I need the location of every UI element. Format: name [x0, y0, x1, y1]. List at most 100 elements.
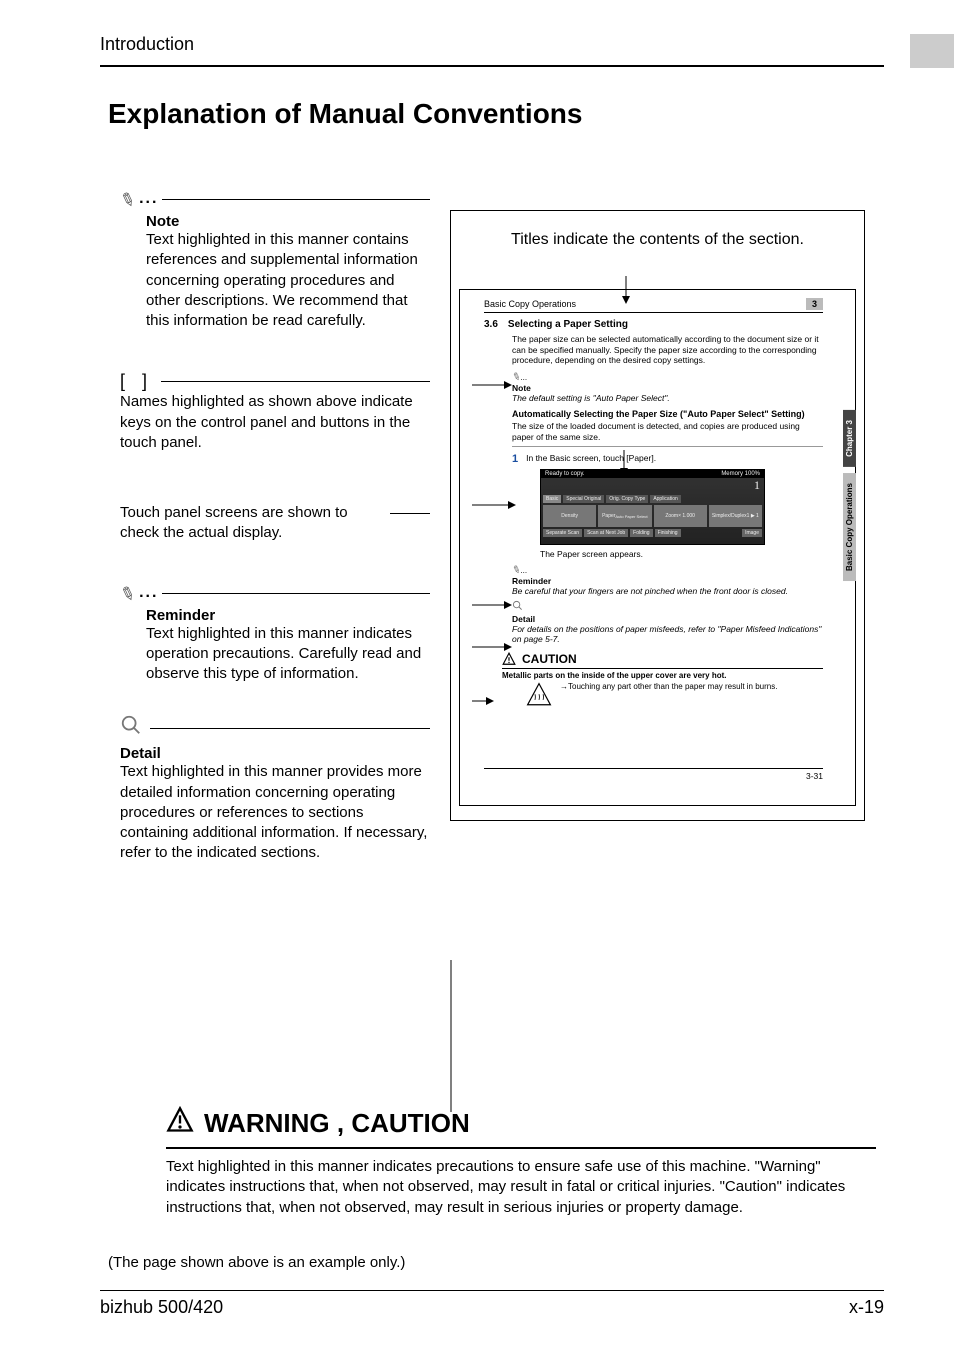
warning-title: WARNING , CAUTION — [204, 1108, 470, 1139]
touch-panel-screen: Ready to copy. Memory 100% 1 Basic Speci… — [540, 469, 765, 545]
sample-caution-head: CAUTION — [502, 652, 823, 666]
screen-ready: Ready to copy. — [545, 471, 585, 477]
left-column: ✎ ... Note Text highlighted in this mann… — [120, 190, 430, 888]
sample-caption: Titles indicate the contents of the sect… — [451, 211, 864, 289]
screen-btn: Finishing — [655, 529, 681, 537]
ellipsis-icon: ... — [139, 584, 158, 602]
step-number: 1 — [512, 453, 518, 465]
right-arrow-icon — [472, 600, 512, 610]
sample-caution-sub: Metallic parts on the inside of the uppe… — [502, 671, 823, 680]
sample-step: 1 In the Basic screen, touch [Paper]. — [512, 453, 823, 465]
side-tab-chapter: Chapter 3 — [843, 410, 856, 467]
sample-after-screen: The Paper screen appears. — [540, 549, 823, 559]
side-tab-section: Basic Copy Operations — [843, 473, 856, 581]
screen-tabs: Basic Special Original Orig. Copy Type A… — [541, 493, 764, 505]
step-text: In the Basic screen, touch [Paper]. — [526, 453, 656, 463]
detail-text: Text highlighted in this manner provides… — [120, 762, 430, 863]
screen-bottom-row: Separate Scan Scan at Next Job Folding F… — [541, 527, 764, 539]
sample-note-text: The default setting is "Auto Paper Selec… — [512, 393, 823, 403]
brackets-block: [ ] Names highlighted as shown above ind… — [120, 371, 430, 453]
hot-surface-icon — [526, 682, 552, 708]
sample-section-title: Selecting a Paper Setting — [508, 319, 628, 330]
note-block: ✎ ... Note Text highlighted in this mann… — [120, 190, 430, 331]
note-icon: ✎ — [117, 188, 138, 213]
screen-btn: Separate Scan — [543, 529, 582, 537]
screen-col: PaperAuto Paper Select — [598, 505, 651, 527]
touch-block: Touch panel screens are shown to check t… — [120, 503, 430, 544]
connector-line — [390, 513, 430, 514]
sample-detail: Detail For details on the positions of p… — [512, 600, 823, 644]
connector-line — [150, 728, 430, 729]
screen-btn: Scan at Next Job — [584, 529, 628, 537]
footer-right: x-19 — [849, 1297, 884, 1318]
note-label: Note — [146, 213, 430, 230]
right-arrow-icon — [472, 642, 512, 652]
running-head: Introduction — [100, 34, 884, 55]
example-note: (The page shown above is an example only… — [108, 1254, 405, 1271]
detail-block: Detail Text highlighted in this manner p… — [120, 714, 430, 863]
ellipsis-icon: ... — [139, 190, 158, 208]
thumb-tab — [910, 34, 954, 68]
right-arrow-icon — [472, 380, 512, 390]
warning-triangle-icon — [502, 652, 516, 666]
screen-tab: Basic — [543, 495, 561, 503]
screen-count: 1 — [754, 478, 760, 492]
sample-header-left: Basic Copy Operations — [484, 299, 576, 309]
side-tabs: Chapter 3 Basic Copy Operations — [843, 410, 856, 581]
sample-note: ✎... Note The default setting is "Auto P… — [512, 372, 823, 403]
screen-tab: Orig. Copy Type — [606, 495, 648, 503]
right-arrow-icon — [472, 500, 516, 510]
warning-caution-block: WARNING , CAUTION Text highlighted in th… — [166, 1106, 876, 1218]
warning-body: Text highlighted in this manner indicate… — [166, 1157, 876, 1218]
divider — [166, 1147, 876, 1149]
touch-text: Touch panel screens are shown to check t… — [120, 503, 386, 544]
sample-header-num: 3 — [806, 298, 823, 310]
page-footer: bizhub 500/420 x-19 — [100, 1290, 884, 1318]
warning-heading: WARNING , CAUTION — [166, 1106, 876, 1141]
connector-line — [162, 593, 430, 594]
screen-tab: Special Original — [563, 495, 604, 503]
sample-section-line: 3.6 Selecting a Paper Setting — [484, 319, 823, 330]
reminder-block: ✎ ... Reminder Text highlighted in this … — [120, 584, 430, 685]
magnifier-icon — [512, 600, 523, 614]
screen-columns: Density PaperAuto Paper Select Zoom× 1.0… — [541, 505, 764, 527]
sample-caution-row: →Touching any part other than the paper … — [526, 682, 823, 708]
footer-left: bizhub 500/420 — [100, 1297, 223, 1318]
screen-btn: Folding — [630, 529, 652, 537]
right-arrow-icon — [472, 696, 494, 706]
page-header: Introduction — [100, 34, 884, 67]
screen-col: Zoom× 1.000 — [654, 505, 707, 527]
sample-section-num: 3.6 — [484, 319, 498, 330]
sample-detail-text: For details on the positions of paper mi… — [512, 624, 823, 644]
brackets-text: Names highlighted as shown above indicat… — [120, 392, 430, 453]
magnifier-icon — [120, 714, 142, 743]
screen-col: Density — [543, 505, 596, 527]
sample-caution-body: Touching any part other than the paper m… — [568, 682, 777, 691]
reminder-label: Reminder — [146, 607, 430, 624]
screen-btn: Image — [742, 529, 762, 537]
header-rule — [100, 65, 884, 67]
sample-reminder-label: Reminder — [512, 576, 823, 586]
sample-inner-page: Chapter 3 Basic Copy Operations Basic Co… — [459, 289, 856, 806]
reminder-text: Text highlighted in this manner indicate… — [146, 624, 430, 685]
sample-auto-para: The size of the loaded document is detec… — [512, 421, 823, 447]
connector-line — [450, 960, 452, 1112]
sample-detail-label: Detail — [512, 614, 823, 624]
sample-note-label: Note — [512, 383, 823, 393]
page-title: Explanation of Manual Conventions — [108, 98, 582, 130]
screen-tab: Application — [650, 495, 680, 503]
screen-col: Simplex/Duplex1 ▶ 1 — [709, 505, 762, 527]
sample-reminder: ✎... Reminder Be careful that your finge… — [512, 565, 823, 596]
connector-line — [161, 381, 430, 382]
sample-page: Titles indicate the contents of the sect… — [450, 210, 865, 821]
sample-caution-title: CAUTION — [522, 652, 577, 666]
reminder-icon: ✎ — [117, 582, 138, 607]
sample-header: Basic Copy Operations 3 — [484, 298, 823, 313]
sample-auto-heading: Automatically Selecting the Paper Size (… — [512, 409, 823, 419]
bracket-symbol: [ ] — [120, 371, 153, 392]
note-text: Text highlighted in this manner contains… — [146, 230, 430, 331]
sample-reminder-text: Be careful that your fingers are not pin… — [512, 586, 823, 596]
connector-line — [162, 199, 430, 200]
screen-memory: Memory 100% — [721, 471, 760, 477]
sample-footer: 3-31 — [484, 768, 823, 781]
